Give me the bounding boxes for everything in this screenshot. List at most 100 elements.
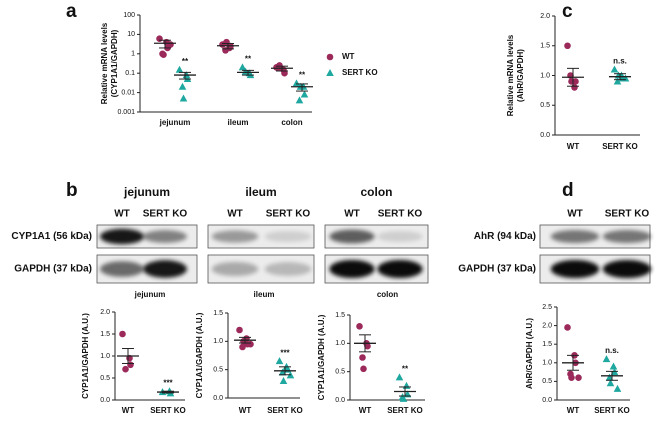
- blot-band: [211, 262, 259, 276]
- blot-row-label: CYP1A1 (56 kDa): [11, 231, 92, 242]
- data-point: [223, 38, 230, 46]
- data-point: [275, 357, 284, 365]
- y-tick-label: 0.5: [542, 378, 552, 385]
- lane-label: WT: [114, 209, 130, 220]
- y-tick-label: 100: [123, 12, 135, 19]
- legend-marker: [326, 69, 334, 76]
- data-point: [395, 373, 404, 381]
- y-tick-label: 1.0: [213, 338, 223, 345]
- blot-title: colon: [361, 185, 393, 199]
- x-tick-label: WT: [359, 406, 372, 415]
- y-tick-label: 1.0: [335, 340, 345, 347]
- x-tick-label: WT: [122, 406, 135, 415]
- data-point: [239, 343, 246, 351]
- legend-label: SERT KO: [342, 68, 378, 77]
- blot-band: [377, 259, 423, 279]
- y-tick-label: 0.1: [125, 70, 135, 77]
- panel-label: c: [562, 1, 573, 22]
- blot-band: [143, 230, 187, 243]
- y-tick-label: 1.0: [542, 360, 552, 367]
- data-point: [568, 78, 575, 85]
- data-point: [613, 384, 622, 392]
- blot-band: [550, 259, 600, 279]
- blot-title: ileum: [245, 185, 276, 199]
- data-point: [575, 374, 582, 381]
- blot-band: [602, 259, 652, 279]
- lane-label: SERT KO: [378, 209, 423, 220]
- data-point: [602, 355, 611, 363]
- chart-title: ileum: [254, 290, 275, 299]
- x-tick-label: SERT KO: [594, 406, 630, 415]
- lane-label: WT: [227, 209, 243, 220]
- data-point: [179, 94, 188, 102]
- legend-marker: [326, 53, 334, 61]
- y-tick-label: 0.0: [540, 132, 550, 139]
- panel-label: a: [66, 1, 77, 22]
- y-axis-label: Relative mRNA levels: [506, 34, 515, 116]
- y-tick-label: 0.001: [117, 109, 135, 116]
- data-point: [281, 69, 288, 77]
- data-point: [564, 324, 571, 331]
- data-point: [240, 338, 247, 345]
- data-point: [571, 84, 578, 91]
- y-tick-label: 1.5: [100, 331, 110, 338]
- blot-band: [329, 259, 375, 279]
- blot-band: [264, 262, 312, 276]
- x-tick-label: SERT KO: [267, 406, 303, 415]
- y-axis-label: (AhR/GAPDH): [516, 49, 525, 102]
- blot-band: [602, 229, 652, 244]
- y-axis-label: AhR/GAPDH (A.U.): [525, 318, 534, 389]
- y-axis-label: CYP1A1/GAPDH (A.U.): [317, 314, 326, 400]
- y-tick-label: 0.0: [100, 397, 110, 404]
- blot-band: [100, 228, 144, 245]
- data-point: [175, 65, 184, 73]
- data-point: [295, 96, 304, 104]
- y-tick-label: 1.5: [335, 312, 345, 319]
- significance: ***: [280, 348, 290, 357]
- blot-band: [264, 231, 312, 242]
- y-tick-label: 2.0: [542, 322, 552, 329]
- data-point: [278, 368, 287, 376]
- x-tick-label: SERT KO: [150, 406, 186, 415]
- x-tick-label: WT: [239, 406, 252, 415]
- significance: **: [299, 70, 306, 79]
- blot-band: [329, 229, 375, 244]
- x-tick-label: SERT KO: [602, 142, 638, 151]
- lane-label: SERT KO: [143, 209, 188, 220]
- data-point: [178, 82, 187, 90]
- significance: **: [402, 364, 409, 373]
- blot-band: [377, 231, 423, 242]
- data-point: [119, 330, 126, 338]
- data-point: [279, 377, 288, 384]
- y-tick-label: 1.5: [542, 341, 552, 348]
- x-tick-label: WT: [567, 142, 580, 151]
- data-point: [122, 365, 129, 373]
- chart-title: jejunum: [134, 290, 166, 299]
- lane-label: SERT KO: [266, 209, 311, 220]
- data-point: [236, 326, 243, 334]
- legend-label: WT: [342, 52, 355, 61]
- y-tick-label: 1.5: [213, 310, 223, 317]
- data-point: [292, 79, 301, 87]
- blot-band: [143, 260, 187, 278]
- panel-label: d: [562, 180, 574, 201]
- y-tick-label: 2.5: [542, 304, 552, 311]
- y-axis-label: Relative mRNA levels: [100, 22, 109, 104]
- blot-row-label: GAPDH (37 kDa): [458, 264, 536, 275]
- y-tick-label: 1.0: [540, 72, 550, 79]
- blot-band: [100, 261, 144, 277]
- y-tick-label: 0.5: [213, 367, 223, 374]
- data-point: [167, 41, 174, 48]
- y-tick-label: 0.5: [335, 369, 345, 376]
- blot-band: [211, 230, 259, 243]
- blot-row-label: GAPDH (37 kDa): [14, 264, 92, 275]
- blot-band: [550, 229, 600, 244]
- y-axis-label: CYP1A1/GAPDH (A.U.): [195, 312, 204, 398]
- y-tick-label: 0.5: [540, 102, 550, 109]
- data-point: [160, 51, 167, 58]
- y-tick-label: 1: [131, 51, 135, 58]
- data-point: [364, 342, 371, 350]
- data-point: [356, 323, 363, 330]
- significance: **: [182, 57, 189, 66]
- y-tick-label: 1.5: [540, 43, 550, 50]
